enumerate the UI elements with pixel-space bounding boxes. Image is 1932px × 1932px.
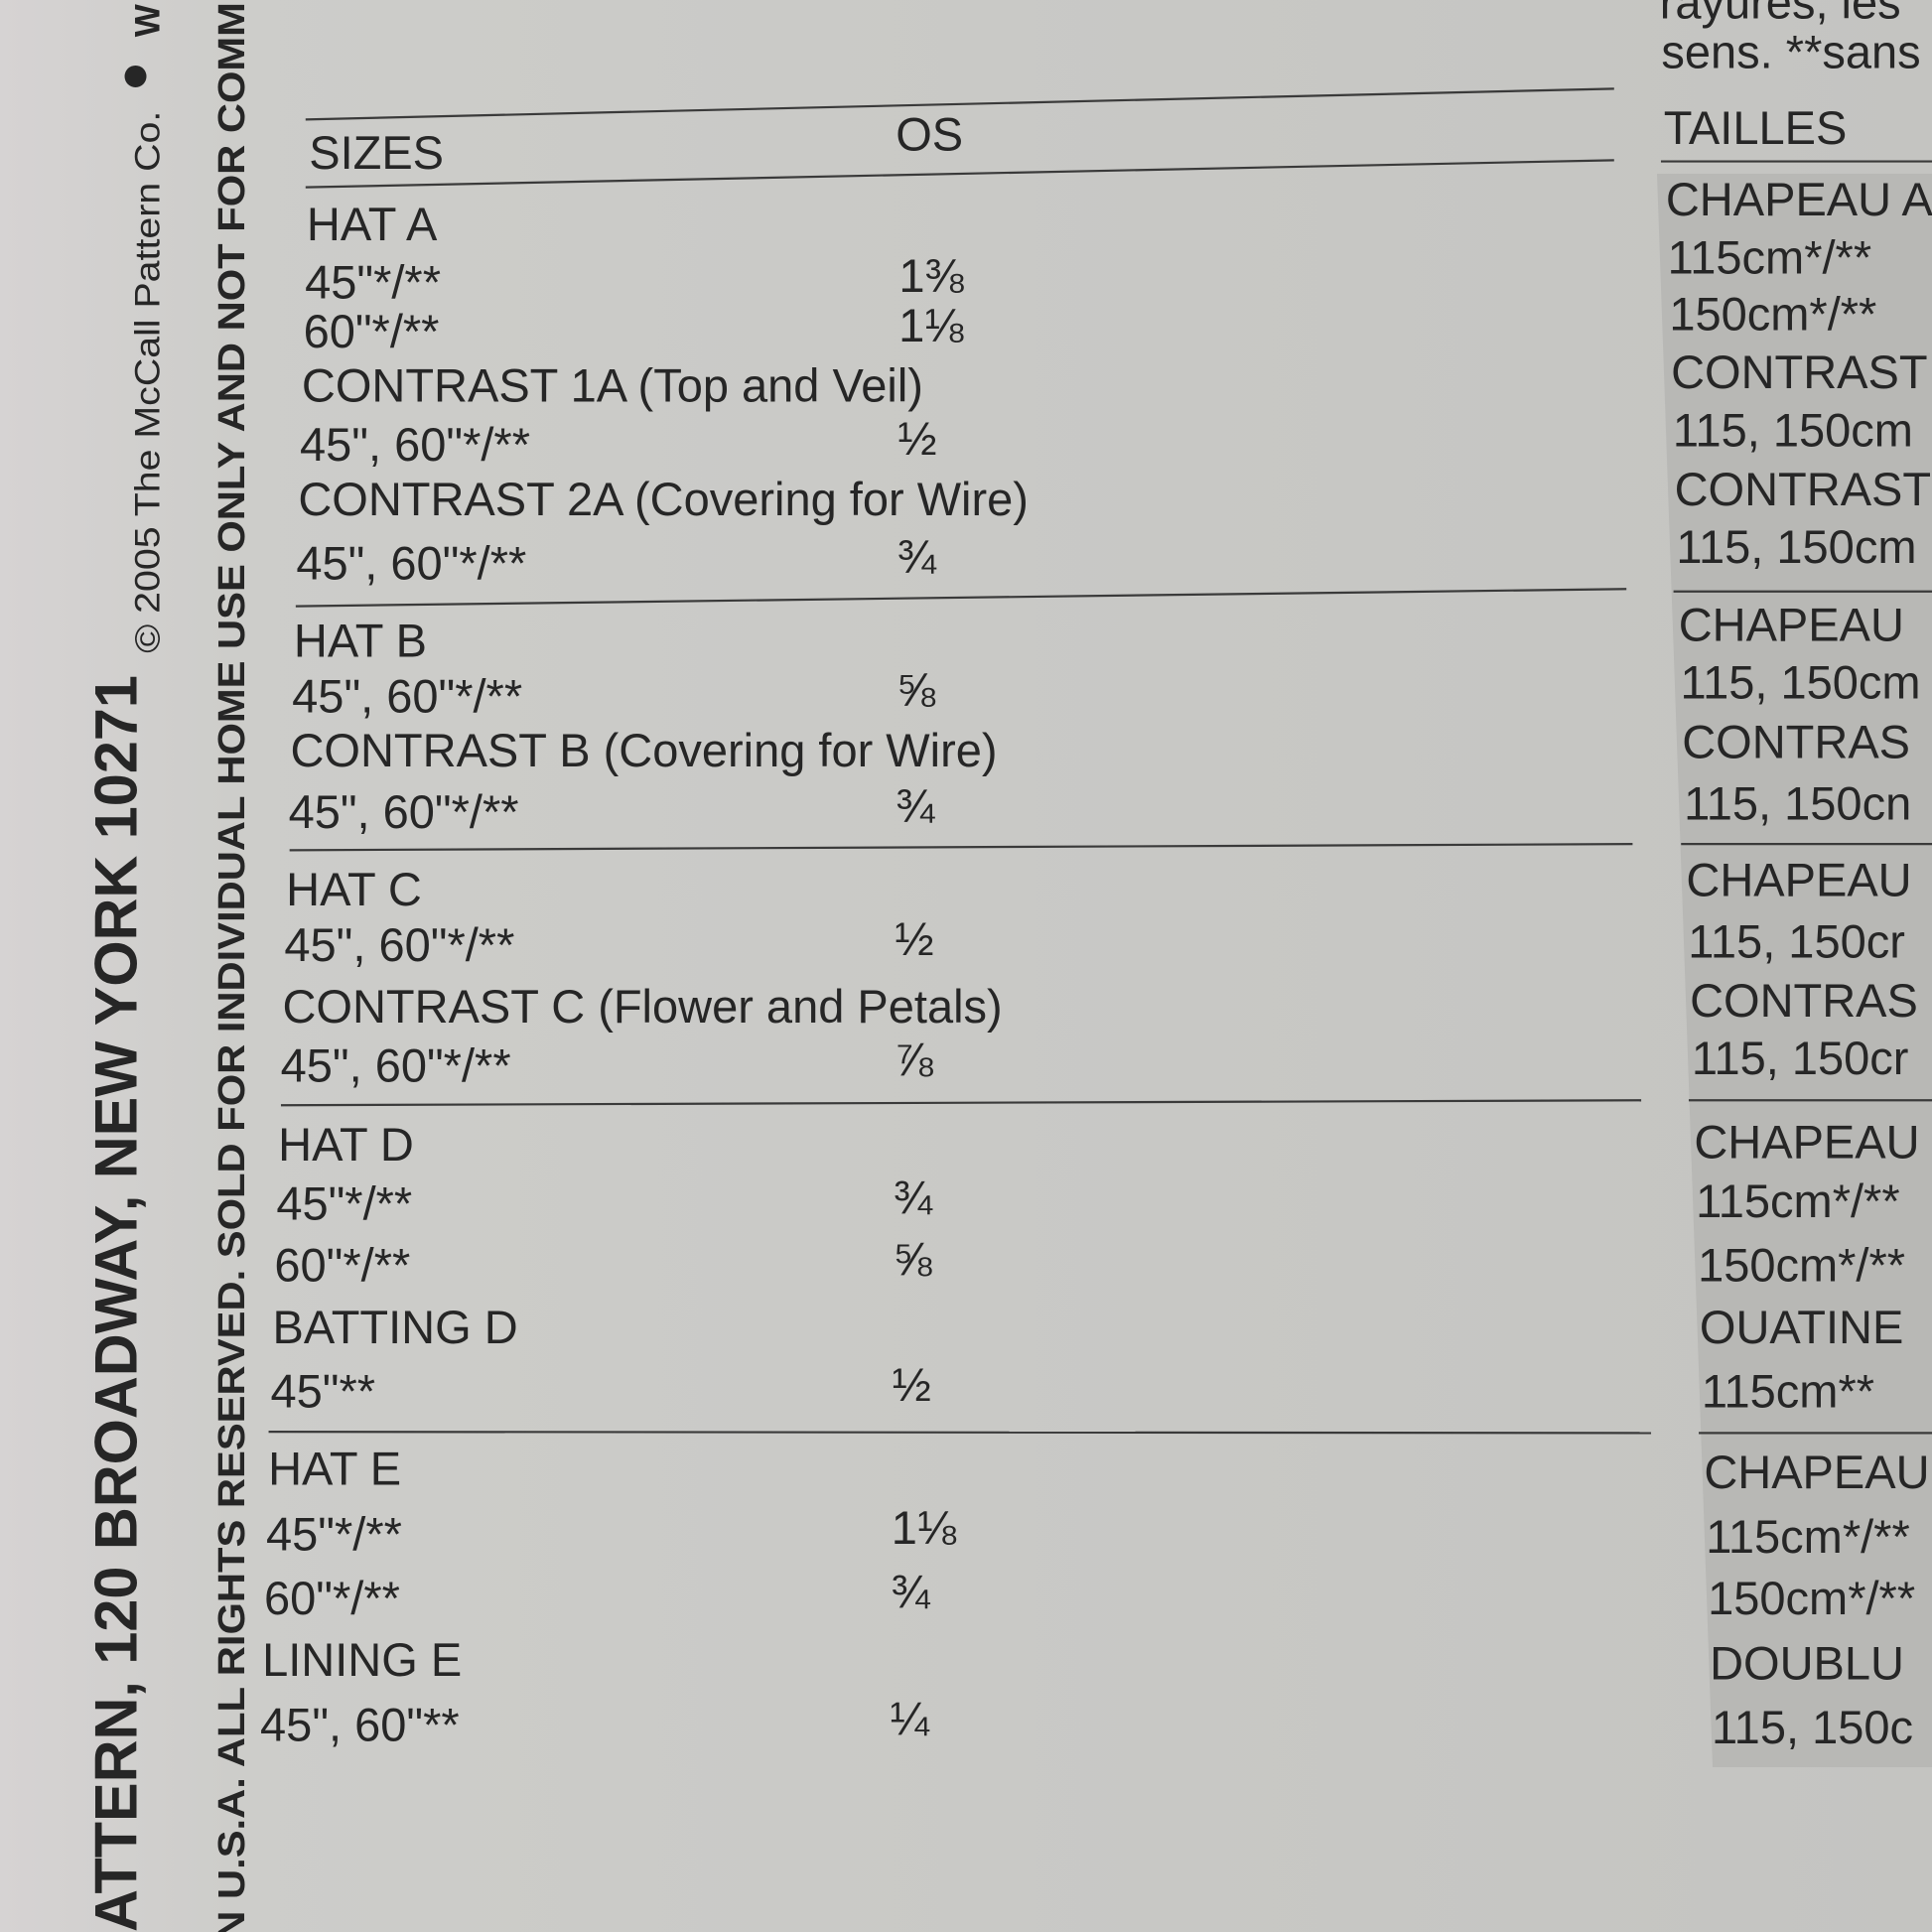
row-label: 45", 60"**: [260, 1699, 460, 1751]
french-row-label: CHAPEAU A: [1666, 173, 1932, 225]
row-label: 45", 60"*/**: [296, 536, 526, 589]
header-os: OS: [896, 107, 963, 160]
row-yardage: ⅝: [897, 663, 936, 716]
row-yardage: ¾: [896, 779, 935, 832]
row-label: CONTRAST 2A (Covering for Wire): [298, 473, 1029, 525]
row-label: 60"*/**: [264, 1572, 400, 1624]
row-label: HAT A: [307, 198, 438, 250]
french-row-label: 115, 150cr: [1688, 914, 1905, 967]
row-yardage: ½: [893, 1358, 931, 1411]
french-row-label: OUATINE: [1700, 1301, 1903, 1353]
side-rights: N U.S.A. ALL RIGHTS RESERVED. SOLD FOR I…: [211, 0, 253, 1932]
french-header: TAILLES: [1664, 101, 1848, 154]
french-row-label: CONTRAST: [1675, 463, 1932, 515]
french-row-label: CHAPEAU: [1686, 853, 1911, 905]
row-label: LINING E: [262, 1633, 462, 1686]
row-label: 45", 60"*/**: [300, 418, 530, 471]
rule: [289, 843, 1633, 852]
french-row-label: 115cm**: [1702, 1364, 1874, 1417]
row-label: HAT E: [268, 1443, 401, 1495]
rule: [295, 588, 1627, 608]
french-row-label: CONTRAST: [1671, 345, 1928, 398]
french-row-label: 150cm*/**: [1669, 288, 1876, 341]
row-yardage: ¼: [891, 1692, 930, 1744]
french-row-label: 115, 150cm: [1676, 520, 1916, 573]
row-label: 45"*/**: [276, 1177, 412, 1230]
row-label: CONTRAST B (Covering for Wire): [290, 724, 997, 776]
row-label: HAT B: [294, 615, 427, 667]
french-row-label: 115cm*/**: [1696, 1174, 1900, 1227]
french-row-label: 115cm*/**: [1706, 1510, 1910, 1563]
row-label: 45", 60"*/**: [289, 785, 519, 838]
row-yardage: ¾: [894, 1171, 933, 1223]
french-column-shade: [1657, 174, 1932, 1767]
row-label: 45"**: [270, 1364, 375, 1417]
row-label: 60"*/**: [274, 1239, 410, 1292]
row-yardage: 1⅜: [898, 249, 964, 302]
rule: [280, 1099, 1642, 1107]
row-label: 45", 60"*/**: [281, 1039, 511, 1092]
rule: [305, 87, 1614, 121]
side-copyright: © 2005 The McCall Pattern Co.: [129, 111, 168, 653]
french-row-label: 115, 150cm: [1680, 656, 1920, 709]
row-label: 45", 60"*/**: [292, 669, 522, 722]
row-yardage: ½: [895, 912, 933, 965]
side-edge: W: [129, 4, 168, 37]
row-label: 45"*/**: [266, 1507, 402, 1560]
french-row-label: CHAPEAU: [1704, 1446, 1929, 1498]
row-label: HAT D: [278, 1118, 414, 1171]
french-row-label: 115, 150cn: [1684, 776, 1911, 829]
bullet: [124, 65, 147, 87]
row-yardage: ⅝: [893, 1233, 932, 1286]
french-row-label: 150cm*/**: [1698, 1239, 1905, 1292]
row-label: CONTRAST C (Flower and Petals): [282, 980, 1002, 1033]
french-row-label: CONTRAS: [1682, 715, 1910, 767]
french-row-label: 115, 150c: [1712, 1701, 1913, 1753]
french-top: rayures, les: [1660, 0, 1901, 29]
row-yardage: 1⅛: [898, 299, 964, 351]
french-row-label: 115, 150cm: [1673, 403, 1913, 456]
french-row-label: CHAPEAU: [1679, 598, 1904, 650]
row-label: HAT C: [286, 863, 422, 915]
french-row-label: 150cm*/**: [1708, 1572, 1915, 1624]
french-row-label: CHAPEAU: [1694, 1116, 1919, 1169]
row-label: 45"*/**: [305, 255, 441, 308]
french-top: sens. **sans: [1661, 25, 1920, 77]
row-label: CONTRAST 1A (Top and Veil): [302, 359, 923, 412]
side-address: ATTERN, 120 BROADWAY, NEW YORK 10271: [82, 675, 149, 1932]
row-yardage: ¾: [897, 530, 937, 583]
header-sizes: SIZES: [309, 126, 444, 179]
row-yardage: ½: [897, 412, 936, 465]
french-row-label: CONTRAS: [1690, 974, 1918, 1027]
row-label: 60"*/**: [304, 305, 440, 357]
french-row-label: 115, 150cr: [1692, 1032, 1909, 1084]
row-label: BATTING D: [272, 1301, 517, 1353]
rule: [268, 1431, 1652, 1435]
row-yardage: ¾: [891, 1566, 930, 1618]
rule: [305, 159, 1614, 189]
french-row-label: 115cm*/**: [1668, 231, 1872, 284]
row-yardage: ⅞: [895, 1033, 934, 1085]
french-row-label: DOUBLU: [1710, 1637, 1904, 1690]
row-yardage: 1⅛: [892, 1501, 957, 1554]
row-label: 45", 60"*/**: [284, 918, 514, 971]
